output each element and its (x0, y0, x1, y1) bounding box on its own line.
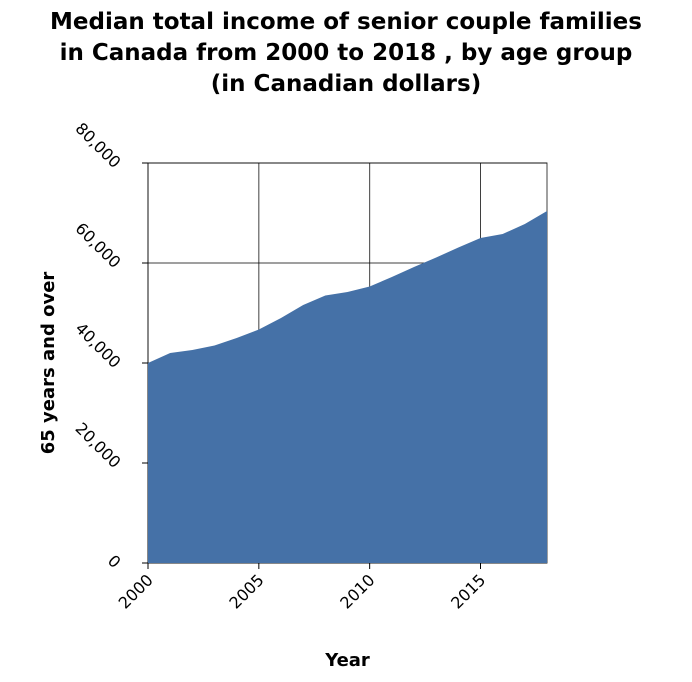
y-tick-label: 80,000 (72, 119, 125, 172)
chart-title-line-3: (in Canadian dollars) (211, 71, 481, 97)
x-axis-label: Year (324, 650, 370, 671)
x-tick-label: 2005 (225, 570, 267, 612)
y-tick-label: 20,000 (72, 419, 125, 472)
x-tick-label: 2000 (115, 570, 157, 612)
y-tick-label: 60,000 (72, 219, 125, 272)
chart-title: Median total income of senior couple fam… (50, 9, 642, 97)
y-tick-label: 0 (104, 551, 125, 572)
chart-title-line-1: Median total income of senior couple fam… (50, 9, 642, 35)
area-series-65-years-and-over (148, 211, 547, 563)
chart-title-line-2: in Canada from 2000 to 2018 , by age gro… (60, 40, 633, 66)
y-tick-label: 40,000 (72, 319, 125, 372)
x-tick-label: 2010 (336, 570, 378, 612)
y-axis-label: 65 years and over (38, 272, 59, 455)
x-tick-label: 2015 (447, 570, 489, 612)
